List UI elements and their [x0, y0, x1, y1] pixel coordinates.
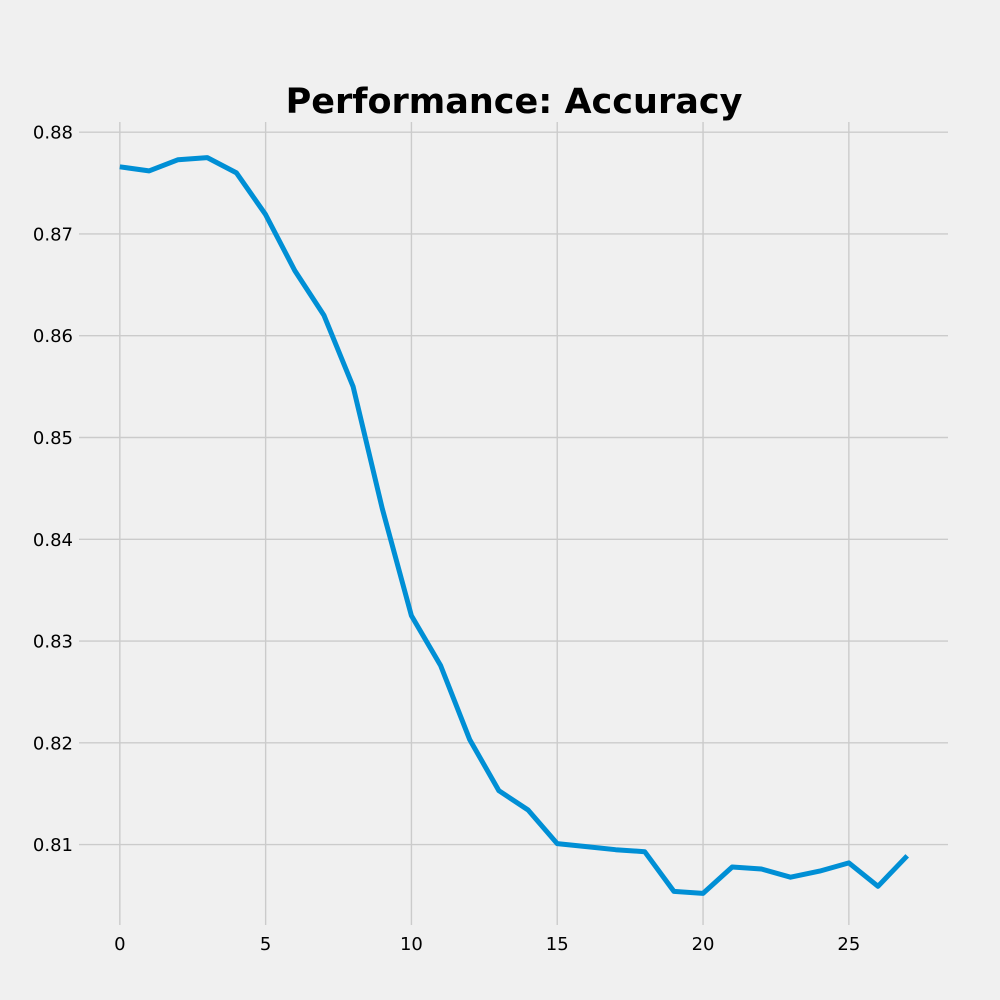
x-tick-label: 0 — [114, 934, 125, 955]
y-tick-label: 0.87 — [33, 224, 73, 245]
x-axis-tick-labels: 0 5 10 15 20 25 — [114, 934, 860, 955]
y-tick-label: 0.85 — [33, 428, 73, 449]
x-tick-label: 5 — [260, 934, 271, 955]
y-tick-label: 0.88 — [33, 123, 73, 144]
grid-lines — [79, 122, 948, 925]
accuracy-series-line — [119, 155, 910, 896]
y-tick-label: 0.86 — [33, 326, 73, 347]
y-tick-label: 0.83 — [33, 632, 73, 653]
y-tick-label: 0.82 — [33, 733, 73, 754]
chart-title: Performance: Accuracy — [286, 82, 743, 122]
x-tick-label: 15 — [546, 934, 569, 955]
y-tick-label: 0.84 — [33, 530, 73, 551]
series-lines — [119, 155, 910, 896]
x-tick-label: 20 — [692, 934, 715, 955]
x-tick-label: 10 — [400, 934, 423, 955]
y-axis-tick-labels: 0.81 0.82 0.83 0.84 0.85 0.86 0.87 0.88 — [33, 123, 73, 856]
y-tick-label: 0.81 — [33, 835, 73, 856]
x-tick-label: 25 — [837, 934, 860, 955]
